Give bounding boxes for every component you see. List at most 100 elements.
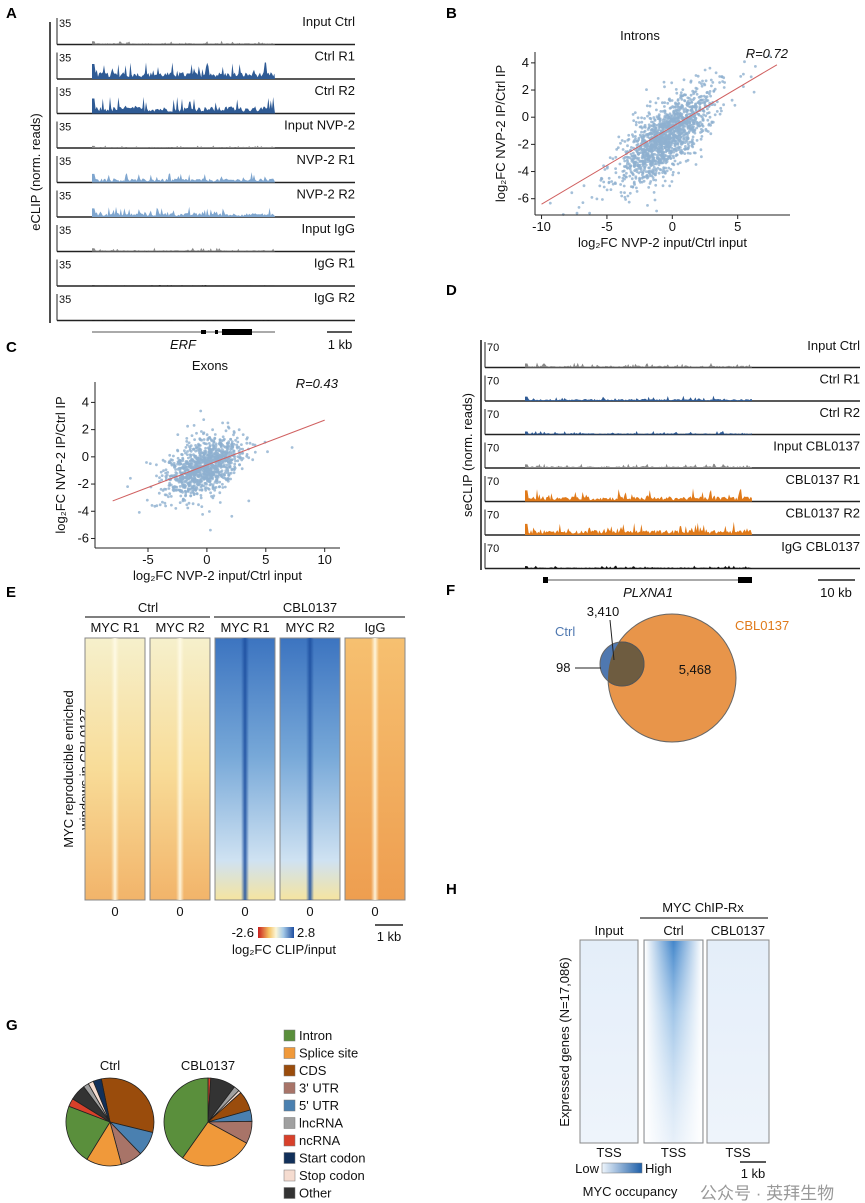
colorbar (258, 927, 294, 938)
data-point (669, 129, 672, 132)
data-point (664, 115, 668, 118)
data-point (164, 504, 168, 508)
y-tick-label: -6 (77, 530, 89, 545)
data-point (202, 418, 206, 421)
legend-swatch (283, 1029, 296, 1042)
data-point (173, 465, 177, 468)
data-point (720, 109, 723, 113)
data-point (192, 424, 196, 427)
data-point (687, 99, 690, 103)
x-tick-label: 5 (262, 552, 269, 567)
data-point (730, 98, 734, 102)
data-point (648, 145, 652, 149)
data-point (183, 449, 186, 453)
data-point (229, 447, 232, 451)
coverage-signal (525, 395, 752, 401)
data-point (701, 101, 705, 104)
overlap-count: 3,410 (587, 604, 620, 619)
panel-label: F (446, 582, 455, 599)
data-point (671, 154, 675, 158)
track-label: Input Ctrl (302, 14, 355, 29)
data-point (176, 456, 180, 460)
data-point (204, 446, 208, 450)
data-point (629, 170, 633, 174)
data-point (230, 440, 234, 443)
heatmap (706, 939, 770, 1144)
data-point (216, 475, 220, 479)
data-point (691, 128, 694, 132)
data-point (714, 71, 718, 75)
data-point (208, 480, 212, 484)
data-point (245, 441, 249, 445)
column-label: Input (595, 923, 624, 938)
data-point (626, 144, 629, 148)
data-point (685, 122, 689, 126)
track-label: IgG R2 (314, 290, 355, 305)
data-point (188, 448, 192, 452)
data-point (197, 459, 201, 463)
data-point (209, 470, 212, 474)
panel-c-scatter: C Exons -5 0 5 10 4 2 0 -2 -4 -6 log₂FC NVP-2 input… (6, 339, 340, 583)
data-point (657, 113, 661, 116)
data-point (209, 482, 213, 486)
track-label: CBL0137 R1 (786, 472, 860, 487)
data-point (647, 123, 651, 127)
legend-swatch (283, 1064, 296, 1077)
data-point (628, 156, 632, 160)
heatmap-column: MYC R2 0 (279, 620, 341, 919)
data-point (649, 117, 653, 121)
gene-exon (201, 330, 206, 334)
data-point (158, 503, 162, 507)
data-point (640, 159, 644, 163)
data-point (176, 433, 180, 436)
data-point (707, 122, 711, 126)
data-point (706, 90, 709, 94)
track: 35 NVP-2 R1 (56, 152, 355, 184)
data-point (677, 102, 681, 105)
data-point (671, 121, 675, 124)
data-point (605, 188, 609, 192)
data-point (663, 179, 667, 183)
data-point (645, 88, 648, 91)
data-point (218, 501, 222, 504)
data-point (199, 452, 203, 455)
data-point (630, 154, 634, 158)
data-point (702, 98, 705, 102)
data-point (202, 456, 206, 459)
data-point (678, 161, 682, 165)
y-tick-label: 4 (522, 55, 529, 70)
data-point (642, 175, 646, 179)
data-point (213, 433, 217, 436)
center-signal (111, 638, 119, 900)
data-point (659, 110, 663, 113)
data-point (676, 142, 680, 146)
coverage-signal (92, 62, 275, 79)
track-label: Ctrl R1 (315, 49, 355, 64)
data-point (651, 142, 655, 146)
data-point (200, 488, 204, 492)
data-point (166, 471, 170, 474)
data-point (639, 151, 643, 155)
data-point (192, 448, 195, 451)
data-point (212, 440, 216, 444)
data-point (721, 80, 724, 83)
data-point (605, 166, 609, 170)
data-point (211, 476, 214, 480)
data-point (145, 498, 149, 502)
legend-item: Other (283, 1186, 332, 1201)
track-scale: 35 (59, 260, 71, 272)
data-point (224, 429, 228, 433)
data-point (653, 119, 657, 122)
gene-exon (738, 577, 752, 583)
data-point (216, 466, 219, 469)
data-point (186, 506, 190, 510)
panel-label: D (446, 282, 457, 299)
data-point (184, 494, 187, 498)
data-point (213, 488, 217, 492)
data-point (640, 130, 643, 134)
data-point (211, 443, 215, 447)
data-point (228, 450, 232, 454)
data-point (168, 453, 172, 457)
data-point (673, 142, 677, 146)
data-point (691, 98, 695, 101)
